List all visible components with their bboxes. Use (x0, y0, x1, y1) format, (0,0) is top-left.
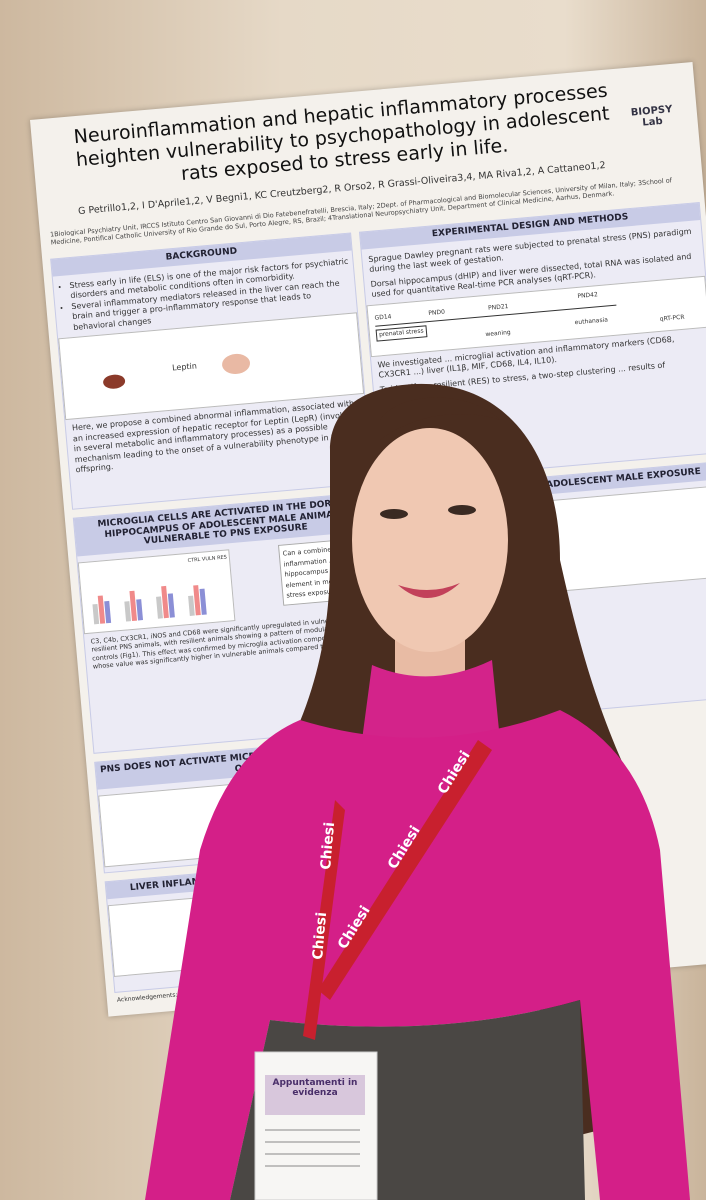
lanyard-strap (318, 740, 492, 1000)
lanyard-text: Chiesi (318, 821, 338, 870)
badge (254, 1051, 378, 1200)
eye (448, 505, 476, 515)
eye (380, 509, 408, 519)
badge-title: Appuntamenti in evidenza (272, 1078, 358, 1098)
badge-banner (265, 1075, 365, 1115)
mouth (398, 583, 460, 599)
fringe (380, 397, 500, 440)
face (352, 428, 508, 652)
lanyard-strap (303, 800, 345, 1040)
sweater (145, 710, 690, 1200)
lanyard-text: Chiesi (310, 911, 330, 960)
badge-title-box: Appuntamenti in evidenza (272, 1078, 358, 1098)
badge-lines (265, 1129, 360, 1167)
turtleneck (362, 660, 500, 750)
